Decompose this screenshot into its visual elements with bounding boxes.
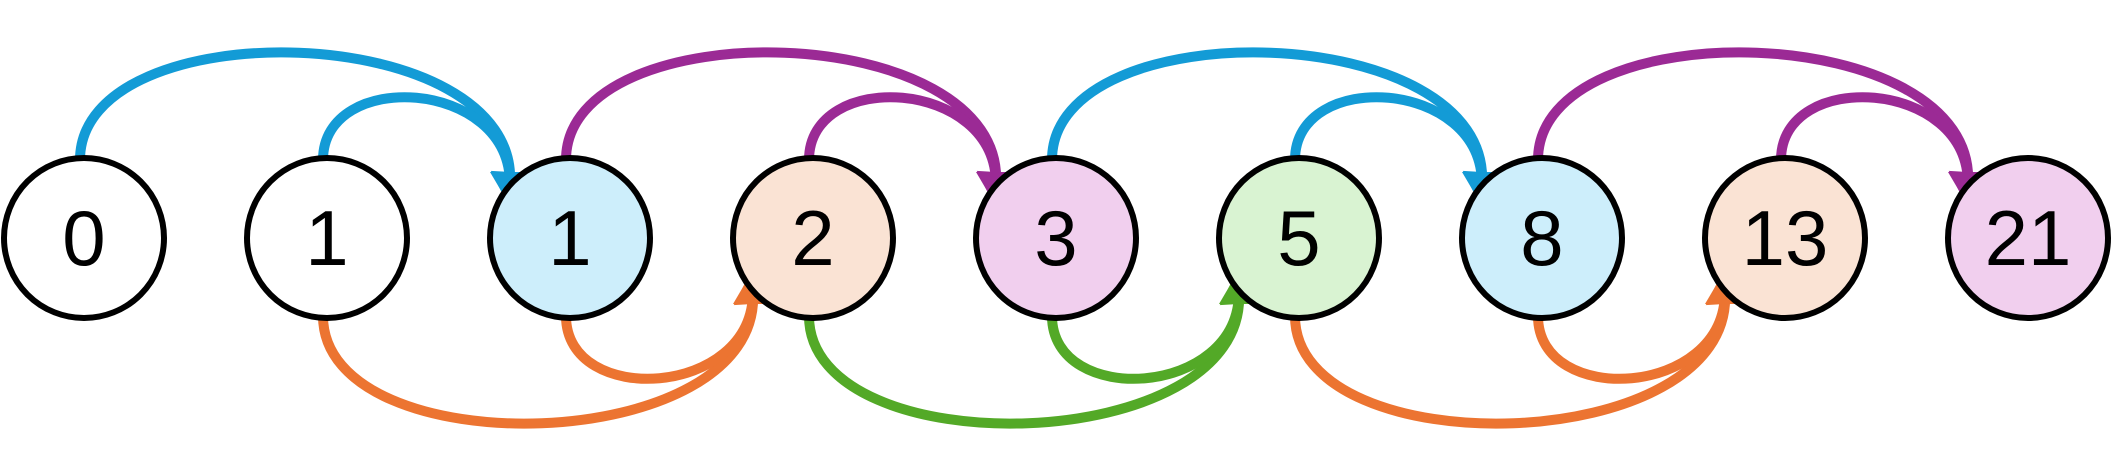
node-value: 1 [548, 194, 591, 282]
node-value: 1 [305, 194, 348, 282]
node-6: 8 [1462, 158, 1622, 318]
node-5: 5 [1219, 158, 1379, 318]
node-7: 13 [1705, 158, 1865, 318]
node-value: 13 [1742, 194, 1829, 282]
node-2: 1 [490, 158, 650, 318]
node-3: 2 [733, 158, 893, 318]
nodes-layer: 0 1 1 2 3 5 8 13 21 [4, 158, 2108, 318]
node-0: 0 [4, 158, 164, 318]
node-value: 0 [62, 194, 105, 282]
node-value: 5 [1277, 194, 1320, 282]
node-8: 21 [1948, 158, 2108, 318]
node-1: 1 [247, 158, 407, 318]
node-value: 8 [1520, 194, 1563, 282]
node-value: 3 [1034, 194, 1077, 282]
node-4: 3 [976, 158, 1136, 318]
node-value: 2 [791, 194, 834, 282]
node-value: 21 [1985, 194, 2072, 282]
